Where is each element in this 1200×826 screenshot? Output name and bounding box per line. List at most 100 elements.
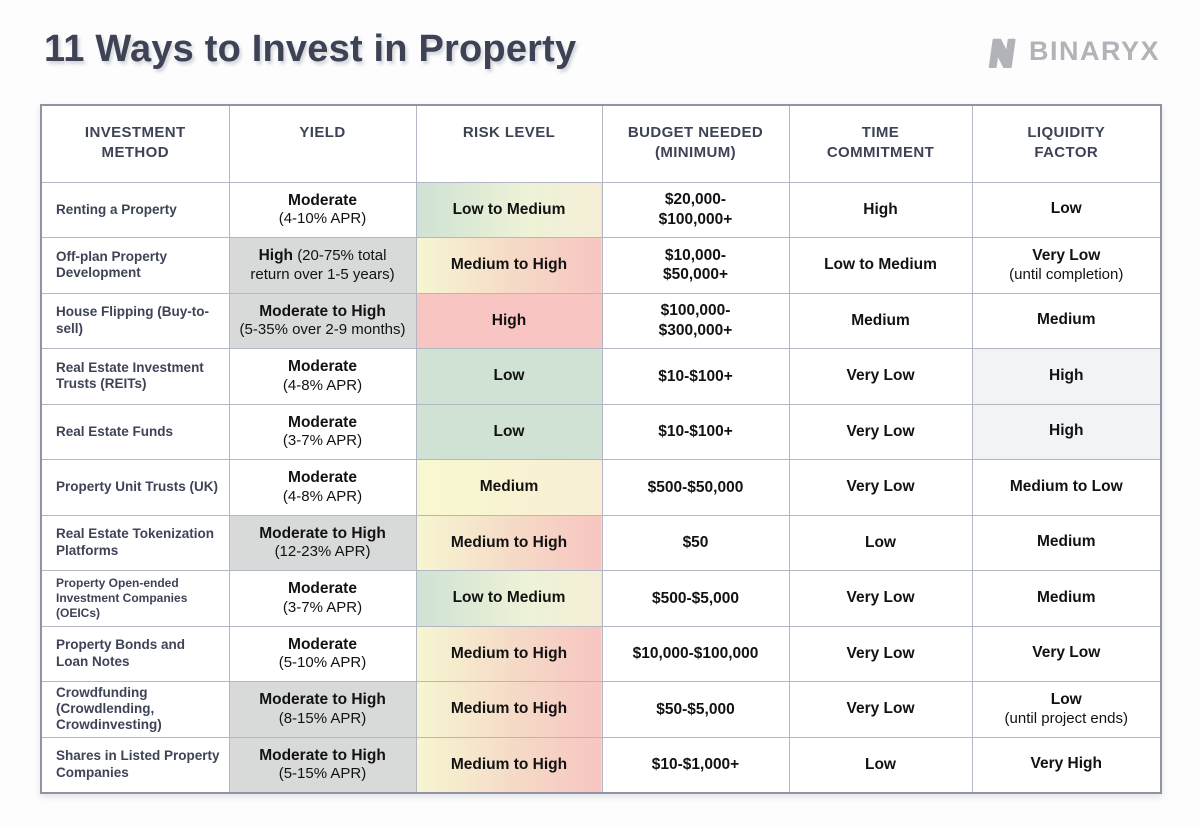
investment-method-cell: Shares in Listed Property Companies	[40, 736, 230, 793]
liquidity-value: Medium to Low	[1009, 477, 1123, 495]
investment-comparison-table: INVESTMENT METHOD YIELD RISK LEVEL BUDGE…	[40, 104, 1162, 794]
brand-name: BINARYX	[1028, 35, 1160, 66]
liquidity-value: Very Low	[1032, 644, 1101, 662]
yield-value: Moderate to High	[259, 691, 386, 709]
header-row: INVESTMENT METHOD YIELD RISK LEVEL BUDGE…	[40, 104, 1162, 183]
time-commitment-cell: High	[788, 181, 973, 238]
budget-cell: $500-$5,000	[601, 570, 790, 627]
table-row: Renting a Property Moderate (4-10% APR) L…	[40, 181, 1162, 238]
col-header-investment-method: INVESTMENT METHOD	[40, 104, 230, 183]
liquidity-value: Very Low	[1032, 246, 1101, 264]
yield-value: Moderate to High	[259, 524, 386, 542]
budget-cell: $10-$1,000+	[601, 736, 790, 793]
risk-level-cell: Medium to High	[415, 625, 603, 682]
brand: BINARYX	[983, 32, 1160, 70]
table-row: Property Unit Trusts (UK) Moderate (4-8% …	[40, 459, 1162, 516]
time-commitment-cell: Medium	[788, 292, 973, 349]
liquidity-cell: Medium	[971, 570, 1162, 627]
table-row: Crowdfunding (Crowdlending, Crowdinvesti…	[40, 681, 1162, 738]
yield-value: Moderate	[288, 469, 357, 487]
liquidity-detail: (until project ends)	[1004, 709, 1128, 727]
yield-value: Moderate	[288, 635, 357, 653]
investment-method-cell: Renting a Property	[40, 181, 230, 238]
time-commitment-cell: Very Low	[788, 681, 973, 738]
risk-level-cell: Low to Medium	[415, 181, 603, 238]
budget-cell: $10-$100+	[601, 403, 790, 460]
yield-cell: Moderate (4-8% APR)	[228, 348, 417, 405]
time-commitment-cell: Very Low	[788, 625, 973, 682]
liquidity-value: Low	[1050, 690, 1082, 708]
liquidity-value: Medium	[1036, 533, 1096, 551]
yield-value: Moderate	[288, 358, 357, 376]
table-row: Real Estate Funds Moderate (3-7% APR) Low…	[40, 403, 1162, 460]
table-row: Shares in Listed Property Companies Mode…	[40, 736, 1162, 793]
yield-detail: (4-8% APR)	[282, 376, 363, 394]
page-title: 11 Ways to Invest in Property	[44, 28, 577, 70]
investment-method-cell: Property Unit Trusts (UK)	[40, 459, 230, 516]
table-row: Property Bonds and Loan Notes Moderate (5…	[40, 625, 1162, 682]
binaryx-logo-icon	[988, 38, 1016, 69]
col-header-budget-needed: BUDGET NEEDED (MINIMUM)	[601, 104, 790, 183]
investment-method-cell: Property Open-ended Investment Companies…	[40, 570, 230, 627]
budget-cell: $10,000-$100,000	[601, 625, 790, 682]
yield-value: Moderate to High	[259, 302, 386, 320]
liquidity-cell: High	[971, 348, 1162, 405]
time-commitment-cell: Very Low	[788, 459, 973, 516]
table-row: House Flipping (Buy-to-sell) Moderate to…	[40, 292, 1162, 349]
budget-cell: $500-$50,000	[601, 459, 790, 516]
liquidity-cell: Very Low (until completion)	[971, 237, 1162, 294]
table-row: Real Estate Investment Trusts (REITs) Mo…	[40, 348, 1162, 405]
yield-value: Moderate	[288, 580, 357, 598]
yield-cell: Moderate to High (8-15% APR)	[228, 681, 417, 738]
table-row: Property Open-ended Investment Companies…	[40, 570, 1162, 627]
liquidity-cell: Very High	[971, 736, 1162, 793]
liquidity-cell: Low (until project ends)	[971, 681, 1162, 738]
yield-cell: High (20-75% total return over 1-5 years…	[228, 237, 417, 294]
yield-value: High	[258, 247, 294, 265]
risk-level-cell: Low	[415, 403, 603, 460]
time-commitment-cell: Low	[788, 514, 973, 571]
budget-cell: $10-$100+	[601, 348, 790, 405]
investment-method-cell: Crowdfunding (Crowdlending, Crowdinvesti…	[40, 681, 230, 738]
risk-level-cell: Low to Medium	[415, 570, 603, 627]
investment-method-cell: Real Estate Investment Trusts (REITs)	[40, 348, 230, 405]
yield-value: Moderate	[288, 191, 357, 209]
risk-level-cell: Low	[415, 348, 603, 405]
liquidity-value: High	[1049, 366, 1084, 384]
liquidity-value: Medium	[1036, 311, 1096, 329]
liquidity-value: Low	[1050, 200, 1082, 218]
col-header-risk-level: RISK LEVEL	[415, 104, 603, 183]
investment-method-cell: House Flipping (Buy-to-sell)	[40, 292, 230, 349]
risk-level-cell: Medium to High	[415, 736, 603, 793]
risk-level-cell: Medium	[415, 459, 603, 516]
yield-cell: Moderate (4-8% APR)	[228, 459, 417, 516]
yield-value: Moderate	[288, 413, 357, 431]
risk-level-cell: Medium to High	[415, 514, 603, 571]
liquidity-value: Very High	[1030, 755, 1103, 773]
investment-method-cell: Real Estate Tokenization Platforms	[40, 514, 230, 571]
time-commitment-cell: Low	[788, 736, 973, 793]
budget-cell: $20,000- $100,000+	[601, 181, 790, 238]
yield-cell: Moderate to High (12-23% APR)	[228, 514, 417, 571]
liquidity-cell: Medium to Low	[971, 459, 1162, 516]
yield-detail: (8-15% APR)	[278, 709, 367, 727]
yield-detail: (20-75% total return over 1-5 years)	[250, 247, 395, 283]
yield-detail: (3-7% APR)	[282, 598, 363, 616]
col-header-time-commitment: TIME COMMITMENT	[788, 104, 973, 183]
liquidity-cell: Very Low	[971, 625, 1162, 682]
liquidity-cell: Low	[971, 181, 1162, 238]
liquidity-value: High	[1049, 422, 1084, 440]
yield-detail: (4-10% APR)	[278, 210, 367, 228]
col-header-yield: YIELD	[228, 104, 417, 183]
yield-detail: (5-10% APR)	[278, 654, 367, 672]
table-row: Real Estate Tokenization Platforms Moder…	[40, 514, 1162, 571]
yield-detail: (3-7% APR)	[282, 432, 363, 450]
liquidity-detail: (until completion)	[1009, 265, 1124, 283]
yield-detail: (5-35% over 2-9 months)	[239, 321, 406, 339]
yield-detail: (4-8% APR)	[282, 487, 363, 505]
liquidity-cell: Medium	[971, 514, 1162, 571]
budget-cell: $100,000- $300,000+	[601, 292, 790, 349]
investment-method-cell: Real Estate Funds	[40, 403, 230, 460]
liquidity-value: Medium	[1036, 588, 1096, 606]
investment-method-cell: Off-plan Property Development	[40, 237, 230, 294]
